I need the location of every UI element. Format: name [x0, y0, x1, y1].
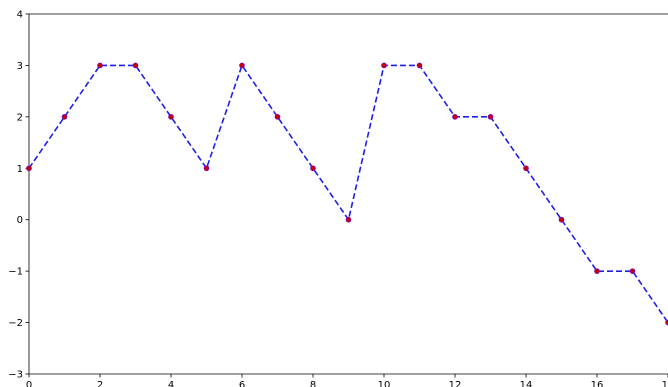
x-tick-label: 8 — [310, 380, 316, 387]
y-tick-label: 4 — [17, 10, 23, 21]
y-tick-label: −3 — [8, 370, 23, 381]
x-tick-label: 6 — [239, 380, 245, 387]
data-point — [558, 216, 565, 223]
x-tick-label: 4 — [168, 380, 174, 387]
data-point — [168, 114, 174, 120]
data-point — [523, 165, 529, 172]
data-point — [61, 114, 68, 120]
y-tick-label: 3 — [17, 61, 23, 72]
data-point — [26, 165, 32, 172]
data-point — [310, 165, 316, 172]
x-tick-label: 14 — [520, 380, 533, 387]
y-tick-label: −1 — [8, 267, 23, 278]
x-tick-label: 10 — [378, 380, 391, 387]
y-tick-label: 1 — [17, 164, 23, 175]
x-tick-label: 16 — [591, 380, 604, 387]
data-point — [345, 216, 352, 223]
series-layer — [26, 62, 668, 326]
data-point — [132, 62, 139, 69]
axes — [28, 13, 668, 375]
y-tick-label: 2 — [17, 112, 23, 123]
data-point — [381, 62, 387, 69]
data-point — [416, 62, 423, 69]
data-point — [487, 114, 494, 120]
data-point — [452, 114, 458, 120]
data-point — [274, 114, 281, 120]
x-tick-label: 0 — [26, 380, 32, 387]
series-line — [28, 63, 668, 324]
x-tick-label: 2 — [97, 380, 103, 387]
data-point — [239, 62, 245, 69]
x-tick-label: 18 — [662, 380, 668, 387]
y-tick-label: −2 — [8, 318, 23, 329]
data-point — [203, 165, 210, 172]
data-point — [629, 268, 636, 274]
data-point — [594, 268, 600, 274]
y-tick-label: 0 — [17, 215, 23, 226]
data-point — [97, 62, 103, 69]
x-tick-label: 12 — [449, 380, 462, 387]
